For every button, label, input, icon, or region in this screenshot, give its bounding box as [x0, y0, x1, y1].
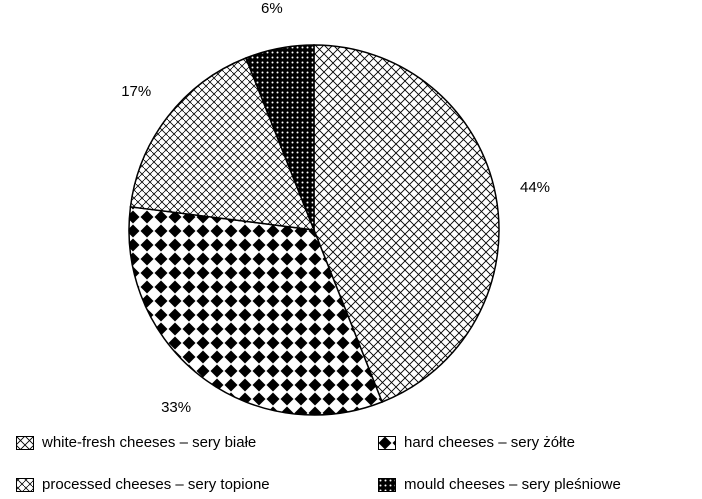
dots-swatch-icon — [378, 478, 396, 492]
pie-slices — [129, 45, 499, 415]
legend-item-hard: hard cheeses – sery żółte — [378, 434, 575, 451]
pie-label-mould: 6% — [261, 0, 283, 17]
weave-swatch-icon — [16, 478, 34, 492]
diamond-swatch-icon — [378, 436, 396, 450]
pie-label-white-fresh: 44% — [520, 179, 550, 196]
legend-label-hard: hard cheeses – sery żółte — [404, 434, 575, 451]
legend-item-mould: mould cheeses – sery pleśniowe — [378, 476, 621, 493]
legend-item-processed: processed cheeses – sery topione — [16, 476, 270, 493]
pie-label-processed: 17% — [121, 83, 151, 100]
legend-label-processed: processed cheeses – sery topione — [42, 476, 270, 493]
legend-label-mould: mould cheeses – sery pleśniowe — [404, 476, 621, 493]
crosshatch-swatch-icon — [16, 436, 34, 450]
pie-label-hard: 33% — [161, 399, 191, 416]
legend-item-white-fresh: white-fresh cheeses – sery białe — [16, 434, 256, 451]
legend-label-white-fresh: white-fresh cheeses – sery białe — [42, 434, 256, 451]
